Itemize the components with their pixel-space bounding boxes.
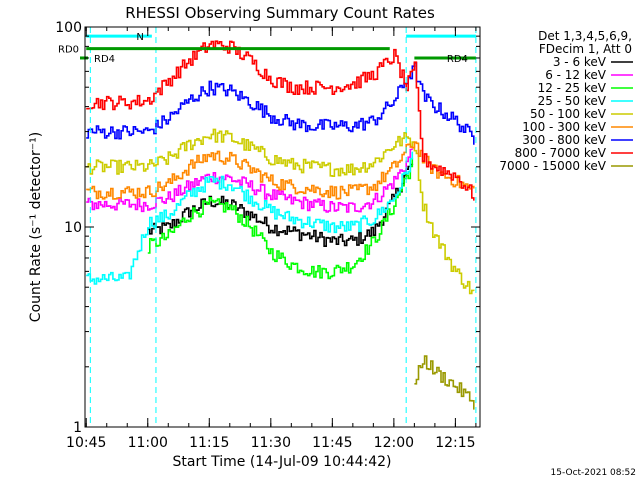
legend-label-1: 3 - 6 keV — [553, 55, 607, 69]
annotation-label-2: RD4 — [447, 54, 468, 65]
series-line-3 — [147, 157, 414, 280]
legend-label-6: 100 - 300 keV — [522, 120, 606, 134]
series-line-4 — [86, 151, 414, 285]
legend-label-3: 12 - 25 keV — [538, 81, 607, 95]
x-tick-label: 10:45 — [66, 435, 106, 451]
x-axis-label: Start Time (14-Jul-09 10:44:42) — [172, 454, 391, 470]
axes-layer: 10:45 11:00 11:15 11:30 11:45 12:00 12:15 1 10 10… — [55, 20, 480, 451]
annotation-label-1: RD0 — [58, 45, 79, 56]
y-tick-label: 100 — [55, 20, 82, 36]
x-tick-label: 11:30 — [251, 435, 291, 451]
footer-timestamp: 15-Oct-2021 08:52 — [551, 468, 636, 478]
series-line-9 — [414, 355, 475, 410]
x-tick-label: 11:00 — [128, 435, 168, 451]
y-tick-label: 10 — [64, 220, 82, 236]
x-tick-label: 11:15 — [189, 435, 229, 451]
series-line-2 — [86, 148, 414, 213]
x-tick-label: 12:15 — [435, 435, 475, 451]
legend-label-8: 800 - 7000 keV — [515, 146, 607, 160]
legend-label-4: 25 - 50 keV — [538, 94, 607, 108]
y-axis-label: Count Rate (s⁻¹ detector⁻¹) — [28, 132, 44, 322]
legend-label-7: 300 - 800 keV — [522, 133, 606, 147]
legend-header-line-1: Det 1,3,4,5,6,9, — [538, 29, 632, 43]
legend-label-5: 50 - 100 keV — [530, 107, 607, 121]
legend: Det 1,3,4,5,6,9, FDecim 1, Att 0 3 - 6 k… — [499, 29, 633, 173]
legend-label-9: 7000 - 15000 keV — [499, 159, 606, 173]
annotation-label-rd4-legend: RD4 — [94, 54, 115, 65]
series-line-5 — [86, 128, 475, 295]
chart-title: RHESSI Observing Summary Count Rates — [125, 4, 435, 22]
legend-label-2: 6 - 12 keV — [545, 68, 607, 82]
y-tick-label: 1 — [73, 420, 82, 436]
x-tick-label: 12:00 — [374, 435, 414, 451]
legend-header-line-2: FDecim 1, Att 0 — [539, 42, 632, 56]
series-layer — [86, 40, 475, 410]
x-tick-label: 11:45 — [312, 435, 352, 451]
series-line-8 — [86, 40, 475, 201]
series-line-6 — [86, 141, 475, 200]
annotation-label-3: N — [136, 32, 143, 43]
